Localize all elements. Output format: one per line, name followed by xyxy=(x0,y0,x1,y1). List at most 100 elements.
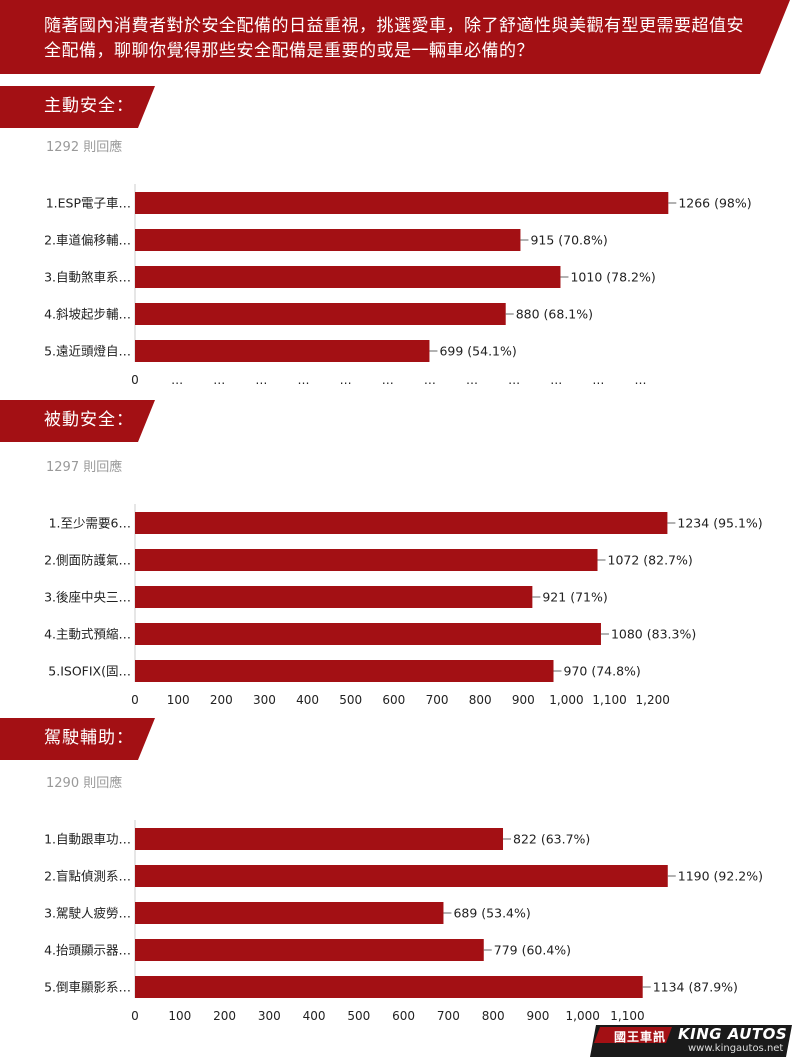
x-tick-label: 600 xyxy=(392,1009,415,1023)
x-tick-label: 1,000 xyxy=(549,693,583,707)
x-tick-label: … xyxy=(255,373,267,387)
data-label: 921 (71%) xyxy=(542,590,607,605)
bar-chart-active-safety: 1.ESP電子車… 1266 (98%) 2.車道偏移輔… 915 (70.8%) 3.… xyxy=(44,184,752,387)
x-tick-label: … xyxy=(508,373,520,387)
x-tick-label: 1,200 xyxy=(636,693,670,707)
x-tick-label: … xyxy=(382,373,394,387)
data-label: 1072 (82.7%) xyxy=(608,553,693,568)
x-tick-label: 500 xyxy=(339,693,362,707)
x-tick-label: 200 xyxy=(210,693,233,707)
x-tick-label: 300 xyxy=(258,1009,281,1023)
bar xyxy=(135,902,444,924)
category-label: 1.至少需要6… xyxy=(49,516,131,531)
data-label: 689 (53.4%) xyxy=(453,906,530,921)
x-tick-label: 1,000 xyxy=(566,1009,600,1023)
x-tick-label: … xyxy=(466,373,478,387)
data-label: 1234 (95.1%) xyxy=(677,516,762,531)
data-label: 1010 (78.2%) xyxy=(570,270,655,285)
x-tick-label: 1,100 xyxy=(610,1009,644,1023)
x-tick-label: 900 xyxy=(512,693,535,707)
section-tab-passive-safety: 被動安全： xyxy=(0,400,160,442)
category-label: 4.抬頭顯示器… xyxy=(44,943,131,958)
category-label: 3.後座中央三… xyxy=(44,590,131,605)
x-tick-label: … xyxy=(592,373,604,387)
data-label: 779 (60.4%) xyxy=(494,943,571,958)
logo-url-text: www.kingautos.net xyxy=(688,1043,784,1054)
bar xyxy=(135,266,561,288)
category-label: 2.車道偏移輔… xyxy=(44,233,131,248)
x-tick-label: 200 xyxy=(213,1009,236,1023)
bar xyxy=(135,192,669,214)
section-tab-bg xyxy=(0,86,155,128)
x-tick-label: … xyxy=(213,373,225,387)
x-tick-label: 100 xyxy=(168,1009,191,1023)
x-tick-label: 400 xyxy=(296,693,319,707)
data-label: 1134 (87.9%) xyxy=(653,980,738,995)
category-label: 4.主動式預縮… xyxy=(44,627,131,642)
x-tick-label: 700 xyxy=(426,693,449,707)
x-tick-label: … xyxy=(340,373,352,387)
bar xyxy=(135,229,521,251)
bar-chart-driver-assist: 1.自動跟車功… 822 (63.7%) 2.盲點偵測系… 1190 (92.2%) 3… xyxy=(44,820,763,1023)
bar xyxy=(135,303,506,325)
bar xyxy=(135,340,430,362)
section-title: 被動安全： xyxy=(44,410,134,430)
category-label: 2.盲點偵測系… xyxy=(44,869,131,884)
category-label: 1.ESP電子車… xyxy=(46,196,131,211)
x-tick-label: … xyxy=(298,373,310,387)
category-label: 3.駕駛人疲勞… xyxy=(44,906,131,921)
section-title: 主動安全： xyxy=(44,96,134,116)
data-label: 915 (70.8%) xyxy=(530,233,607,248)
logo-en-text: KING AUTOS xyxy=(678,1025,788,1043)
response-count: 1297 則回應 xyxy=(46,460,123,475)
logo-cn-text: 國王車訊 xyxy=(614,1030,667,1044)
x-tick-label: … xyxy=(171,373,183,387)
x-tick-label: 500 xyxy=(347,1009,370,1023)
bar xyxy=(135,939,484,961)
category-label: 5.遠近頭燈自… xyxy=(44,344,131,359)
bar xyxy=(135,512,668,534)
x-tick-label: … xyxy=(635,373,647,387)
response-count: 1292 則回應 xyxy=(46,140,123,155)
bar xyxy=(135,549,598,571)
bar xyxy=(135,586,533,608)
x-tick-label: 0 xyxy=(131,1009,139,1023)
category-label: 5.倒車顯影系… xyxy=(44,980,131,995)
bar xyxy=(135,976,643,998)
category-label: 4.斜坡起步輔… xyxy=(44,307,131,322)
data-label: 822 (63.7%) xyxy=(513,832,590,847)
x-tick-label: 900 xyxy=(526,1009,549,1023)
category-label: 5.ISOFIX(固… xyxy=(48,664,131,679)
data-label: 880 (68.1%) xyxy=(516,307,593,322)
data-label: 699 (54.1%) xyxy=(439,344,516,359)
bar xyxy=(135,828,504,850)
data-label: 1266 (98%) xyxy=(678,196,751,211)
x-tick-label: … xyxy=(424,373,436,387)
category-label: 2.側面防護氣… xyxy=(44,553,131,568)
category-label: 1.自動跟車功… xyxy=(44,832,131,847)
bar xyxy=(135,623,601,645)
x-tick-label: 800 xyxy=(469,693,492,707)
x-tick-label: 800 xyxy=(482,1009,505,1023)
x-tick-label: 600 xyxy=(382,693,405,707)
kingautos-logo: 國王車訊 KING AUTOS www.kingautos.net xyxy=(586,1025,792,1057)
question-banner: 隨著國內消費者對於安全配備的日益重視，挑選愛車，除了舒適性與美觀有型更需要超值安… xyxy=(0,0,790,74)
section-title: 駕駛輔助： xyxy=(44,728,134,748)
bar xyxy=(135,660,554,682)
bar-chart-passive-safety: 1.至少需要6… 1234 (95.1%) 2.側面防護氣… 1072 (82.7%)… xyxy=(44,504,763,707)
question-text: 隨著國內消費者對於安全配備的日益重視，挑選愛車，除了舒適性與美觀有型更需要超值安… xyxy=(44,16,744,61)
response-count: 1290 則回應 xyxy=(46,776,123,791)
x-tick-label: 100 xyxy=(167,693,190,707)
category-label: 3.自動煞車系… xyxy=(44,270,131,285)
section-tab-active-safety: 主動安全： xyxy=(0,86,160,128)
data-label: 1190 (92.2%) xyxy=(678,869,763,884)
x-tick-label: 300 xyxy=(253,693,276,707)
logo-bg xyxy=(590,1025,792,1057)
x-tick-label: 400 xyxy=(303,1009,326,1023)
section-tab-bg xyxy=(0,718,155,760)
x-tick-label: 700 xyxy=(437,1009,460,1023)
bar xyxy=(135,865,668,887)
x-tick-label: … xyxy=(550,373,562,387)
x-tick-label: 0 xyxy=(131,693,139,707)
x-tick-label: 0 xyxy=(131,373,139,387)
